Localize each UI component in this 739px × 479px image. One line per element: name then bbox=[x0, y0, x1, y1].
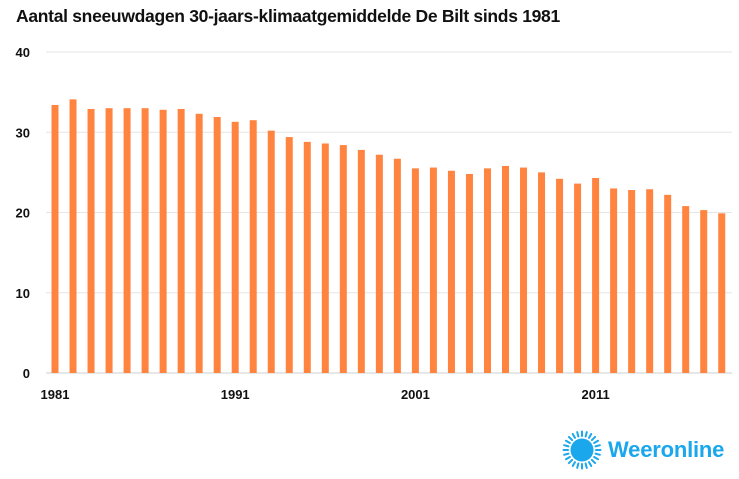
bar-1984 bbox=[105, 108, 113, 374]
sun-ray bbox=[594, 452, 601, 456]
sun-ray bbox=[563, 444, 570, 448]
bar-2000 bbox=[393, 158, 401, 373]
y-axis-ticks: 0 10 20 30 40 bbox=[16, 45, 30, 381]
bar-2018 bbox=[718, 213, 726, 373]
bar-1982 bbox=[69, 99, 77, 373]
bar-1994 bbox=[285, 137, 293, 373]
sun-ray bbox=[584, 431, 588, 438]
bar-1998 bbox=[357, 149, 365, 373]
sun-ray bbox=[593, 439, 600, 444]
bar-2002 bbox=[429, 167, 437, 373]
sun-ray bbox=[590, 435, 597, 442]
bar-2003 bbox=[447, 170, 455, 373]
sun-ray bbox=[564, 439, 571, 444]
x-tick-label: 2011 bbox=[581, 387, 609, 402]
bar-2001 bbox=[411, 168, 419, 373]
weeronline-logo: Weeronline bbox=[562, 428, 724, 472]
bar-1988 bbox=[177, 108, 185, 373]
sun-icon bbox=[562, 430, 602, 470]
bar-1989 bbox=[195, 113, 203, 373]
bar-1991 bbox=[231, 121, 239, 373]
bar-2005 bbox=[483, 168, 491, 373]
sun-ray bbox=[564, 456, 571, 461]
sun-ray bbox=[590, 458, 597, 465]
y-tick-label: 40 bbox=[16, 45, 30, 60]
gridlines bbox=[46, 51, 732, 374]
sun-ray bbox=[563, 452, 570, 456]
x-tick-label: 2001 bbox=[401, 387, 430, 402]
bar-2013 bbox=[628, 190, 636, 373]
bar-2009 bbox=[556, 178, 564, 373]
sun-ray bbox=[576, 462, 580, 469]
y-tick-label: 30 bbox=[16, 125, 30, 140]
sun-ray bbox=[571, 432, 576, 439]
bar-2012 bbox=[610, 188, 618, 373]
bar-2017 bbox=[700, 210, 708, 373]
sun-ray bbox=[571, 461, 576, 468]
x-tick-label: 1981 bbox=[41, 387, 70, 402]
bar-2006 bbox=[502, 165, 509, 373]
sun-ray bbox=[567, 435, 574, 442]
y-tick-label: 20 bbox=[16, 206, 30, 221]
bar-1981 bbox=[51, 104, 59, 373]
bar-2016 bbox=[682, 206, 690, 373]
bar-2007 bbox=[520, 167, 528, 373]
bar-1995 bbox=[303, 141, 311, 373]
sun-ray bbox=[584, 462, 588, 469]
bar-1997 bbox=[339, 145, 347, 373]
bar-1993 bbox=[267, 130, 275, 373]
sun-ray bbox=[593, 456, 600, 461]
x-axis-ticks: 1981 1991 2001 2011 bbox=[41, 387, 610, 402]
bar-2015 bbox=[664, 194, 672, 373]
bar-2014 bbox=[646, 189, 654, 373]
x-tick-label: 1991 bbox=[221, 387, 250, 402]
bar-1985 bbox=[123, 108, 131, 374]
bar-1986 bbox=[141, 108, 149, 374]
sun-ray bbox=[567, 458, 574, 465]
bar-2008 bbox=[538, 172, 546, 373]
bar-1983 bbox=[87, 108, 95, 373]
bar-1992 bbox=[249, 120, 257, 374]
sun-ray bbox=[588, 461, 593, 468]
sun-ray bbox=[588, 432, 593, 439]
bar-1999 bbox=[375, 154, 383, 373]
bar-2004 bbox=[465, 173, 473, 373]
bar-2011 bbox=[592, 177, 600, 373]
sun-ray bbox=[594, 444, 601, 448]
sun-ray bbox=[576, 431, 580, 438]
bar-1987 bbox=[159, 109, 167, 373]
bar-1996 bbox=[321, 143, 329, 373]
y-tick-label: 0 bbox=[23, 366, 30, 381]
y-tick-label: 10 bbox=[16, 286, 30, 301]
logo-text: Weeronline bbox=[608, 437, 725, 462]
bar-2010 bbox=[574, 183, 582, 373]
bar-1990 bbox=[213, 117, 221, 373]
bar-series bbox=[51, 99, 726, 374]
chart-title: Aantal sneeuwdagen 30-jaars-klimaatgemid… bbox=[16, 6, 560, 26]
